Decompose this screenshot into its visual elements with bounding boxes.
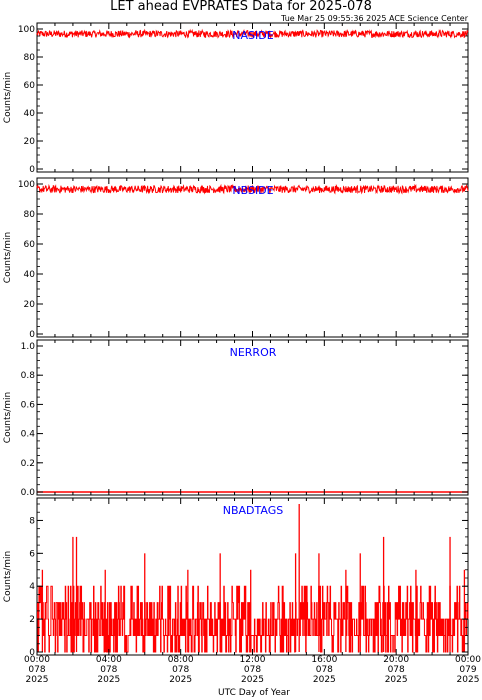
x-tick-year: 2025 bbox=[97, 675, 120, 685]
x-tick-time: 00:00 bbox=[24, 655, 50, 665]
y-axis-label: Counts/min bbox=[3, 551, 13, 602]
x-tick-time: 04:00 bbox=[96, 655, 122, 665]
x-tick-time: 20:00 bbox=[383, 655, 409, 665]
y-tick-label: 0 bbox=[29, 648, 35, 658]
x-tick-time: 08:00 bbox=[168, 655, 194, 665]
x-tick-time: 12:00 bbox=[240, 655, 266, 665]
y-axis-label: Counts/min bbox=[3, 232, 13, 283]
y-tick-label: 80 bbox=[24, 53, 36, 63]
x-tick-doy: 078 bbox=[316, 665, 333, 675]
x-tick-doy: 078 bbox=[172, 665, 189, 675]
x-tick-year: 2025 bbox=[26, 675, 49, 685]
panel-nbadtags: 0 2 4 6 8 Counts/min NBADTAGS bbox=[3, 497, 469, 658]
x-tick-doy: 078 bbox=[28, 665, 45, 675]
series-line bbox=[36, 28, 469, 40]
panel-label: NBSIDE bbox=[232, 184, 273, 197]
panel-nbside: 0 20 40 60 80 100 Counts/min NBSIDE bbox=[3, 177, 469, 340]
chart-title: LET ahead EVPRATES Data for 2025-078 bbox=[110, 0, 372, 14]
x-tick-time: 16:00 bbox=[311, 655, 337, 665]
x-tick-doy: 079 bbox=[459, 665, 476, 675]
y-tick-label: 20 bbox=[24, 300, 36, 310]
y-tick-label: 0.0 bbox=[21, 488, 36, 498]
panel-label: NERROR bbox=[230, 346, 277, 359]
x-tick-year: 2025 bbox=[457, 675, 480, 685]
x-tick-year: 2025 bbox=[313, 675, 336, 685]
y-tick-label: 60 bbox=[24, 240, 36, 250]
panel-frame bbox=[36, 22, 469, 173]
x-tick-time: 00:00 bbox=[455, 655, 481, 665]
y-tick-label: 8 bbox=[29, 516, 35, 526]
panel-frame bbox=[36, 177, 469, 338]
y-tick-label: 40 bbox=[24, 270, 36, 280]
y-tick-label: 40 bbox=[24, 109, 36, 119]
y-tick-label: 60 bbox=[24, 81, 36, 91]
series-line bbox=[36, 585, 469, 653]
x-axis-title: UTC Day of Year bbox=[218, 688, 290, 698]
y-tick-label: 2 bbox=[29, 615, 35, 625]
panel-label: NASIDE bbox=[232, 29, 273, 42]
y-tick-label: 0 bbox=[29, 165, 35, 175]
y-tick-label: 0.4 bbox=[21, 430, 36, 440]
series-line bbox=[36, 183, 469, 195]
y-tick-label: 4 bbox=[29, 582, 35, 592]
x-tick-year: 2025 bbox=[385, 675, 408, 685]
y-tick-label: 100 bbox=[18, 25, 35, 35]
y-tick-label: 80 bbox=[24, 210, 36, 220]
y-tick-label: 1.0 bbox=[21, 342, 36, 352]
panel-frame bbox=[36, 339, 469, 496]
timestamp-label: Tue Mar 25 09:55:36 2025 ACE Science Cen… bbox=[280, 14, 469, 23]
y-axis-label: Counts/min bbox=[3, 72, 13, 123]
y-tick-label: 6 bbox=[29, 549, 35, 559]
y-axis-label: Counts/min bbox=[3, 392, 13, 443]
x-axis-labels: 00:00078202504:00078202508:00078202512:0… bbox=[24, 655, 481, 685]
x-tick-doy: 078 bbox=[100, 665, 117, 675]
y-tick-label: 0 bbox=[29, 330, 35, 340]
x-tick-year: 2025 bbox=[241, 675, 264, 685]
y-tick-label: 20 bbox=[24, 137, 36, 147]
panels: 020406080100Counts/minNASIDE020406080100… bbox=[3, 22, 469, 658]
x-tick-doy: 078 bbox=[388, 665, 405, 675]
y-tick-label: 0.2 bbox=[21, 459, 35, 469]
y-tick-label: 0.6 bbox=[21, 400, 36, 410]
panel-naside: 0 20 40 60 80 100 Counts/min NASIDE bbox=[3, 22, 469, 175]
x-tick-year: 2025 bbox=[169, 675, 192, 685]
y-tick-label: 100 bbox=[18, 180, 35, 190]
x-tick-doy: 078 bbox=[244, 665, 261, 675]
panel-label: NBADTAGS bbox=[223, 504, 283, 517]
y-tick-label: 0.8 bbox=[21, 371, 36, 381]
panel-nerror: 0.0 0.2 0.4 0.6 0.8 1.0 Counts/min NERROR bbox=[3, 339, 469, 498]
